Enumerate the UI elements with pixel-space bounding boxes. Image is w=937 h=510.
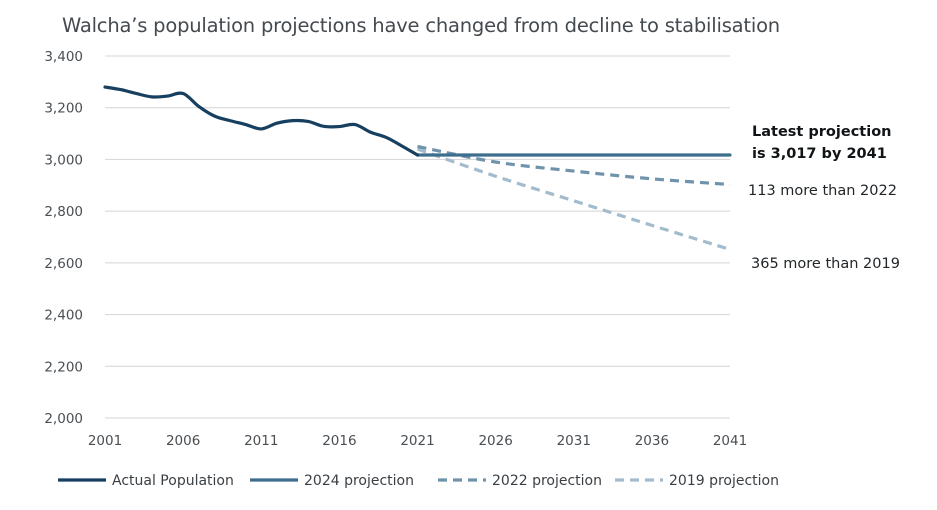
x-tick-label: 2001 (88, 433, 122, 449)
y-tick-labels: 2,000 2,200 2,400 2,600 2,800 3,000 3,200 3,400 (44, 49, 83, 427)
y-tick-label: 2,000 (44, 411, 83, 427)
legend-label: Actual Population (112, 473, 234, 489)
legend: Actual Population 2024 projection 2022 pro… (58, 473, 779, 489)
series-line-2022-projection (417, 144, 731, 187)
y-tick-label: 2,200 (44, 359, 83, 375)
x-tick-label: 2041 (713, 433, 747, 449)
series-lines (103, 85, 732, 251)
x-tick-label: 2026 (478, 433, 512, 449)
legend-label: 2022 projection (492, 473, 602, 489)
annotation-vs-2022: 113 more than 2022 (748, 183, 897, 199)
y-tick-label: 2,600 (44, 256, 83, 272)
x-tick-label: 2031 (557, 433, 591, 449)
annotation-latest-line2: is 3,017 by 2041 (752, 146, 887, 162)
y-tick-label: 2,400 (44, 308, 83, 324)
x-tick-label: 2036 (635, 433, 669, 449)
x-tick-label: 2011 (244, 433, 278, 449)
y-tick-label: 3,400 (44, 49, 83, 65)
y-tick-label: 3,000 (44, 152, 83, 168)
chart-title: Walcha’s population projections have cha… (62, 14, 780, 37)
x-tick-label: 2016 (322, 433, 356, 449)
x-tick-label: 2006 (166, 433, 200, 449)
grid-lines (105, 55, 730, 419)
x-tick-labels: 2001 2006 2011 2016 2021 2026 2031 2036 2041 (88, 433, 747, 449)
annotation-latest-line1: Latest projection (752, 124, 891, 140)
series-line-2019-projection (416, 147, 731, 251)
series-line-actual-population (103, 85, 420, 157)
y-tick-label: 3,200 (44, 101, 83, 117)
x-tick-label: 2021 (400, 433, 434, 449)
y-tick-label: 2,800 (44, 204, 83, 220)
annotation-vs-2019: 365 more than 2019 (751, 256, 900, 272)
legend-label: 2019 projection (669, 473, 779, 489)
legend-label: 2024 projection (304, 473, 414, 489)
